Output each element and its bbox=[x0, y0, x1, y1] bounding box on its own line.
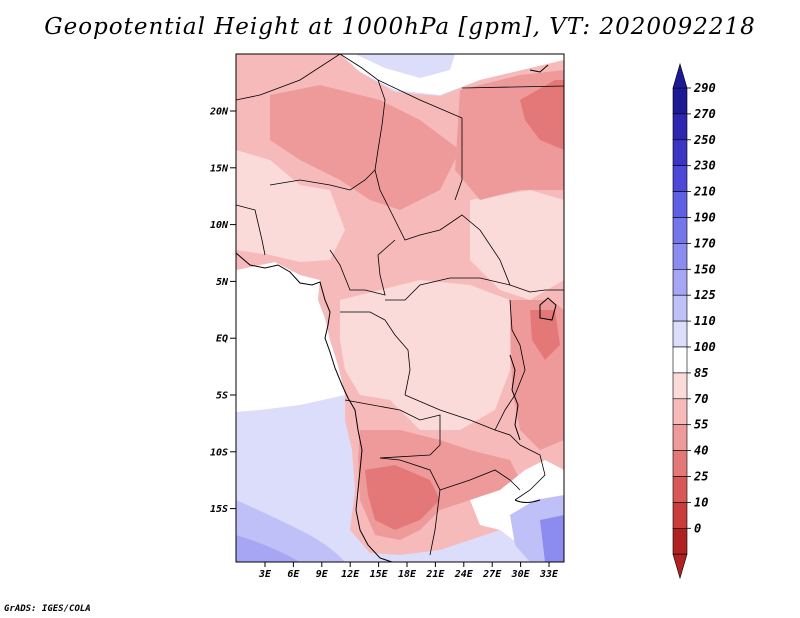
map-title: Geopotential Height at 1000hPa [gpm], VT… bbox=[44, 14, 756, 40]
colorbar-label: 270 bbox=[693, 107, 716, 121]
colorbar-label: 10 bbox=[694, 495, 708, 509]
north-blue-field bbox=[355, 54, 455, 78]
land-hot-field-sw bbox=[365, 465, 440, 530]
land-pale-field bbox=[236, 150, 345, 262]
colorbar-swatch bbox=[672, 294, 688, 322]
colorbar-swatch bbox=[672, 243, 688, 270]
lon-label: 12E bbox=[341, 569, 360, 580]
colorbar-label: 290 bbox=[693, 81, 716, 95]
land-blue-field-se-deep bbox=[540, 515, 564, 562]
colorbar-label: 125 bbox=[694, 288, 716, 302]
lon-label: 18E bbox=[398, 569, 417, 580]
colorbar-swatch bbox=[672, 346, 688, 374]
longitude-ticks: 3E 6E 9E 12E 15E 18E 21E 24E 27E 30E 33E bbox=[258, 562, 559, 580]
colorbar-label: 210 bbox=[693, 185, 716, 199]
colorbar-swatch bbox=[672, 424, 688, 451]
colorbar-label: 230 bbox=[693, 159, 716, 173]
colorbar-bottom-arrow bbox=[672, 553, 688, 580]
colorbar-swatch bbox=[672, 217, 688, 244]
lat-label: EQ bbox=[216, 334, 228, 345]
colorbar-swatch bbox=[672, 450, 688, 477]
colorbar-label: 190 bbox=[694, 211, 716, 225]
colorbar-swatch bbox=[672, 139, 688, 167]
lat-label: 15S bbox=[210, 504, 228, 515]
lon-label: 33E bbox=[539, 569, 559, 580]
colorbar-label: 250 bbox=[693, 133, 716, 147]
lon-label: 9E bbox=[316, 569, 329, 580]
land-hot-field-e bbox=[530, 310, 560, 360]
colorbar-swatch bbox=[672, 372, 688, 400]
colorbar-label: 0 bbox=[694, 521, 701, 535]
country-borders bbox=[236, 54, 564, 556]
colorbar-swatch bbox=[672, 268, 688, 296]
colorbar-label: 110 bbox=[694, 314, 716, 328]
colorbar-label: 150 bbox=[694, 262, 716, 276]
lat-label: 15N bbox=[210, 163, 229, 174]
colorbar-label: 100 bbox=[694, 340, 716, 354]
lat-label: 10S bbox=[210, 447, 228, 458]
colorbar: 2902702502302101901701501251101008570554… bbox=[672, 62, 716, 580]
colorbar-swatch bbox=[672, 191, 688, 218]
colorbar-swatch bbox=[672, 113, 688, 141]
colorbar-swatch bbox=[672, 398, 688, 425]
map-plot-area bbox=[236, 54, 564, 562]
map-frame bbox=[235, 53, 565, 563]
lakes bbox=[509, 64, 557, 503]
ocean-white-field bbox=[236, 262, 345, 412]
coastline bbox=[236, 252, 393, 562]
colorbar-swatch bbox=[672, 527, 688, 555]
lat-label: 20N bbox=[209, 107, 229, 118]
colorbar-swatch bbox=[672, 165, 688, 192]
colorbar-label: 55 bbox=[694, 418, 708, 432]
colorbar-swatch bbox=[672, 87, 688, 115]
lon-label: 30E bbox=[511, 569, 531, 580]
colorbar-label: 40 bbox=[694, 444, 708, 458]
colorbar-label: 25 bbox=[693, 470, 708, 484]
lon-label: 27E bbox=[482, 569, 502, 580]
land-hot-field-ne bbox=[520, 80, 564, 150]
lat-label: 5S bbox=[216, 391, 228, 402]
colorbar-swatch bbox=[672, 476, 688, 503]
colorbar-swatch bbox=[672, 502, 688, 529]
land-pale-field-east bbox=[470, 190, 564, 300]
lon-label: 3E bbox=[258, 569, 272, 580]
colorbar-swatch bbox=[672, 320, 688, 348]
lon-label: 21E bbox=[425, 569, 445, 580]
land-warm-field-north bbox=[270, 85, 460, 210]
colorbar-label: 70 bbox=[694, 392, 708, 406]
ocean-deeper-field bbox=[236, 535, 300, 562]
grads-credit: GrADS: IGES/COLA bbox=[4, 604, 91, 614]
lat-label: 5N bbox=[216, 277, 229, 288]
latitude-ticks: 20N 15N 10N 5N EQ 5S 10S 15S bbox=[209, 107, 236, 515]
lat-label: 10N bbox=[210, 220, 229, 231]
colorbar-top-arrow bbox=[672, 62, 688, 89]
colorbar-label: 170 bbox=[694, 236, 716, 250]
lon-label: 24E bbox=[454, 569, 474, 580]
colorbar-label: 85 bbox=[694, 366, 708, 380]
lon-label: 6E bbox=[287, 569, 300, 580]
land-pale-field-central bbox=[340, 280, 510, 430]
lon-label: 15E bbox=[370, 569, 389, 580]
